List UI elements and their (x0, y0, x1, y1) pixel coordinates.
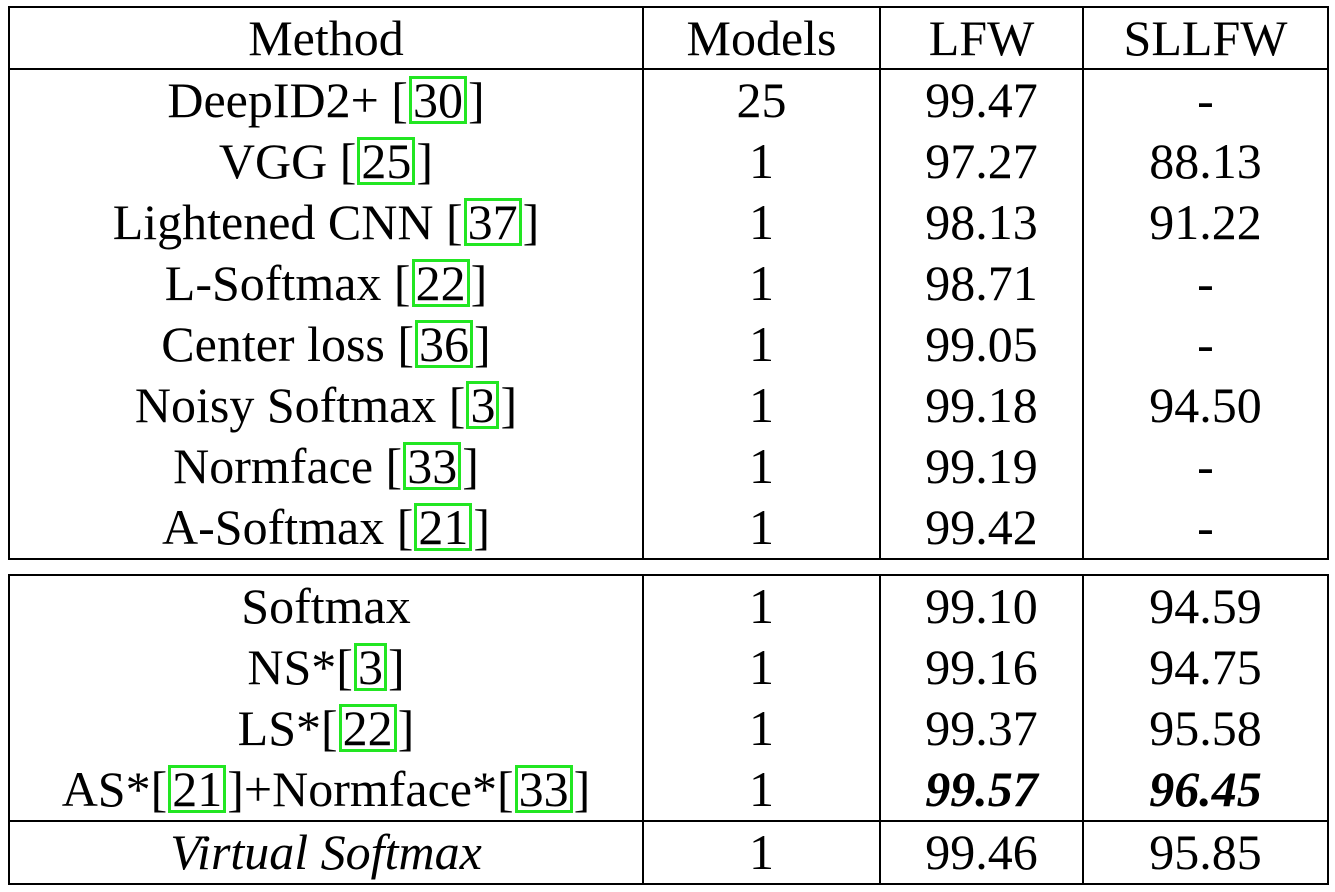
models-cell: 1 (642, 253, 881, 314)
citation-link[interactable]: 3 (353, 642, 387, 692)
lfw-cell: 98.71 (879, 253, 1084, 314)
table-row: NS*[3] 1 99.16 94.75 (8, 637, 1329, 698)
sllfw-cell: - (1082, 253, 1329, 314)
sllfw-cell-best: 96.45 (1082, 759, 1329, 821)
table-row: Lightened CNN [37] 1 98.13 91.22 (8, 192, 1329, 253)
table-row: DeepID2+ [30] 25 99.47 - (8, 69, 1329, 131)
lfw-cell: 99.10 (879, 575, 1084, 637)
sllfw-cell: - (1082, 69, 1329, 131)
table-row: AS*[21]+Normface*[33] 1 99.57 96.45 (8, 759, 1329, 821)
models-cell: 1 (642, 759, 881, 821)
method-cell: Lightened CNN [37] (8, 192, 644, 253)
citation-link[interactable]: 22 (411, 258, 470, 308)
sllfw-cell: 94.75 (1082, 637, 1329, 698)
citation-link[interactable]: 30 (408, 75, 467, 125)
method-cell: Center loss [36] (8, 314, 644, 375)
method-cell: DeepID2+ [30] (8, 69, 644, 131)
models-cell: 1 (642, 436, 881, 497)
table-row: L-Softmax [22] 1 98.71 - (8, 253, 1329, 314)
method-cell: VGG [25] (8, 131, 644, 192)
sllfw-cell: 88.13 (1082, 131, 1329, 192)
lfw-cell: 98.13 (879, 192, 1084, 253)
models-cell: 1 (642, 497, 881, 559)
sllfw-cell: 94.50 (1082, 375, 1329, 436)
table-row: Noisy Softmax [3] 1 99.18 94.50 (8, 375, 1329, 436)
citation-link[interactable]: 3 (466, 380, 500, 430)
lfw-cell: 97.27 (879, 131, 1084, 192)
sllfw-cell: 95.58 (1082, 698, 1329, 759)
method-cell: AS*[21]+Normface*[33] (8, 759, 644, 821)
table-row: A-Softmax [21] 1 99.42 - (8, 497, 1329, 559)
lfw-cell: 99.18 (879, 375, 1084, 436)
header-sllfw: SLLFW (1082, 7, 1329, 70)
sllfw-cell: 91.22 (1082, 192, 1329, 253)
method-cell: Noisy Softmax [3] (8, 375, 644, 436)
method-cell: Softmax (8, 575, 644, 637)
citation-link[interactable]: 21 (168, 764, 227, 814)
header-method: Method (8, 7, 644, 70)
table-row: Virtual Softmax 1 99.46 95.85 (8, 820, 1329, 884)
lfw-cell: 99.16 (879, 637, 1084, 698)
sllfw-cell: - (1082, 497, 1329, 559)
header-models: Models (642, 7, 881, 70)
method-cell: Virtual Softmax (8, 820, 644, 884)
table-row: VGG [25] 1 97.27 88.13 (8, 131, 1329, 192)
header-row: Method Models LFW SLLFW (8, 7, 1329, 70)
table-row: Center loss [36] 1 99.05 - (8, 314, 1329, 375)
results-table-bottom: Softmax 1 99.10 94.59 NS*[3] 1 99.16 94.… (8, 574, 1329, 885)
lfw-cell: 99.19 (879, 436, 1084, 497)
header-lfw: LFW (879, 7, 1084, 70)
method-cell: LS*[22] (8, 698, 644, 759)
results-table-top: Method Models LFW SLLFW DeepID2+ [30] 25… (8, 6, 1329, 560)
sllfw-cell: - (1082, 314, 1329, 375)
citation-link[interactable]: 21 (414, 502, 473, 552)
models-cell: 1 (642, 375, 881, 436)
models-cell: 1 (642, 637, 881, 698)
models-cell: 1 (642, 131, 881, 192)
models-cell: 1 (642, 192, 881, 253)
citation-link[interactable]: 36 (415, 319, 474, 369)
lfw-cell: 99.42 (879, 497, 1084, 559)
models-cell: 1 (642, 698, 881, 759)
citation-link[interactable]: 25 (357, 136, 416, 186)
method-cell: NS*[3] (8, 637, 644, 698)
table-row: Normface [33] 1 99.19 - (8, 436, 1329, 497)
lfw-cell: 99.46 (879, 820, 1084, 884)
citation-link[interactable]: 33 (514, 764, 573, 814)
models-cell: 1 (642, 820, 881, 884)
lfw-cell: 99.37 (879, 698, 1084, 759)
lfw-cell: 99.05 (879, 314, 1084, 375)
sllfw-cell: 95.85 (1082, 820, 1329, 884)
lfw-cell-best: 99.57 (879, 759, 1084, 821)
citation-link[interactable]: 37 (463, 197, 522, 247)
table-row: LS*[22] 1 99.37 95.58 (8, 698, 1329, 759)
models-cell: 1 (642, 575, 881, 637)
method-cell: L-Softmax [22] (8, 253, 644, 314)
lfw-cell: 99.47 (879, 69, 1084, 131)
models-cell: 1 (642, 314, 881, 375)
table-row: Softmax 1 99.10 94.59 (8, 575, 1329, 637)
method-cell: Normface [33] (8, 436, 644, 497)
citation-link[interactable]: 22 (338, 703, 397, 753)
sllfw-cell: 94.59 (1082, 575, 1329, 637)
models-cell: 25 (642, 69, 881, 131)
sllfw-cell: - (1082, 436, 1329, 497)
method-cell: A-Softmax [21] (8, 497, 644, 559)
citation-link[interactable]: 33 (403, 441, 462, 491)
